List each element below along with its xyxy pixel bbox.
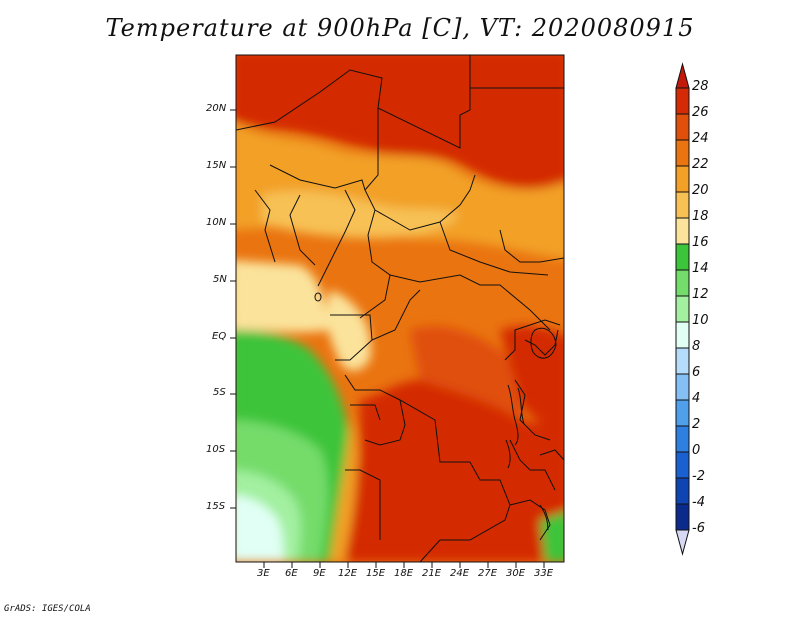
colorbar-label-26: 26 [692, 105, 709, 120]
field-se-green [540, 512, 564, 562]
colorbar-box [675, 243, 690, 271]
lat-label-15n: 15N [206, 160, 227, 171]
colorbar-box [675, 373, 690, 401]
lon-label-9e: 9E [313, 568, 326, 579]
colorbar-label-4: 4 [692, 391, 701, 406]
colorbar-box [675, 425, 690, 453]
lon-label-33e: 33E [534, 568, 554, 579]
colorbar-label-6: 6 [692, 365, 701, 380]
colorbar-label-22: 22 [692, 157, 709, 172]
temperature-field [236, 55, 564, 562]
lon-ticks [263, 562, 545, 568]
plot-title: Temperature at 900hPa [C], VT: 202008091… [105, 14, 695, 42]
colorbar-top-triangle [675, 62, 690, 89]
colorbar [675, 62, 690, 556]
field-coast-orange [330, 420, 357, 562]
colorbar-box [675, 191, 690, 219]
colorbar-label-neg4: -4 [692, 495, 705, 510]
lat-label-10n: 10N [206, 217, 227, 228]
lat-label-5s: 5S [213, 387, 226, 398]
colorbar-label-0: 0 [692, 443, 701, 458]
lat-label-10s: 10S [206, 444, 226, 455]
colorbar-box [675, 165, 690, 193]
colorbar-label-neg2: -2 [692, 469, 705, 484]
colorbar-bottom-triangle [675, 529, 690, 556]
colorbar-label-14: 14 [692, 261, 709, 276]
lon-label-27e: 27E [478, 568, 498, 579]
colorbar-label-neg6: -6 [692, 521, 705, 536]
lon-label-6e: 6E [285, 568, 298, 579]
lon-label-30e: 30E [506, 568, 526, 579]
colorbar-box [675, 347, 690, 375]
lat-label-20n: 20N [206, 103, 227, 114]
field-south-hot [340, 380, 564, 562]
field-coast-yellow [236, 260, 330, 333]
lat-label-5n: 5N [213, 274, 227, 285]
colorbar-label-24: 24 [692, 131, 709, 146]
colorbar-label-28: 28 [692, 79, 709, 94]
lon-label-21e: 21E [422, 568, 442, 579]
country-borders [236, 55, 564, 562]
colorbar-box [675, 113, 690, 141]
lake-outlines [314, 292, 557, 531]
colorbar-box [675, 477, 690, 505]
field-sahel [236, 123, 564, 260]
lon-label-3e: 3E [257, 568, 270, 579]
colorbar-box [675, 217, 690, 245]
colorbar-label-18: 18 [692, 209, 709, 224]
colorbar-box [675, 451, 690, 479]
field-sw-pale [236, 495, 285, 562]
colorbar-box [675, 295, 690, 323]
colorbar-box [675, 503, 690, 531]
lat-label-15s: 15S [206, 501, 226, 512]
lon-label-12e: 12E [338, 568, 358, 579]
lon-label-24e: 24E [450, 568, 470, 579]
colorbar-box [675, 321, 690, 349]
colorbar-label-8: 8 [692, 339, 701, 354]
colorbar-label-16: 16 [692, 235, 709, 250]
colorbar-label-20: 20 [692, 183, 709, 198]
lat-label-eq: EQ [212, 331, 227, 342]
field-east-hot [500, 325, 564, 437]
lat-ticks [230, 109, 236, 509]
colorbar-label-10: 10 [692, 313, 709, 328]
field-sahel-light [262, 190, 460, 239]
grads-credit: GrADS: IGES/COLA [4, 604, 91, 614]
colorbar-label-2: 2 [692, 417, 701, 432]
colorbar-box [675, 269, 690, 297]
colorbar-box [675, 139, 690, 167]
colorbar-label-12: 12 [692, 287, 709, 302]
lon-label-15e: 15E [366, 568, 386, 579]
field-central-orange [410, 326, 524, 420]
lon-label-18e: 18E [394, 568, 414, 579]
colorbar-box [675, 87, 690, 115]
colorbar-box [675, 399, 690, 427]
map-frame [235, 54, 565, 563]
